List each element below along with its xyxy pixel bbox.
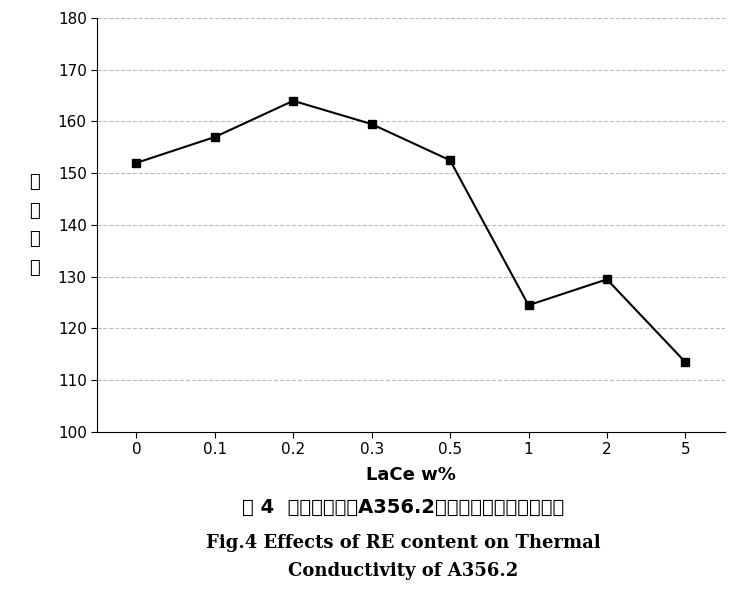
X-axis label: LaCe w%: LaCe w% — [366, 466, 456, 484]
Text: 系: 系 — [29, 230, 40, 248]
Text: 图 4  稀土加入量对A356.2铝合金导热系数的影响。: 图 4 稀土加入量对A356.2铝合金导热系数的影响。 — [242, 497, 565, 517]
Text: 热: 热 — [29, 202, 40, 220]
Text: 导: 导 — [29, 173, 40, 191]
Text: Conductivity of A356.2: Conductivity of A356.2 — [288, 562, 518, 580]
Text: Fig.4 Effects of RE content on Thermal: Fig.4 Effects of RE content on Thermal — [206, 534, 601, 552]
Text: 数: 数 — [29, 259, 40, 277]
